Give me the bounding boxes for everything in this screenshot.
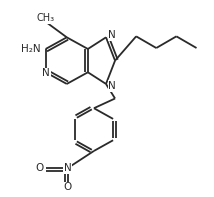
Text: N: N — [108, 30, 116, 40]
Text: N: N — [42, 68, 50, 78]
Text: N: N — [64, 163, 72, 173]
Text: O: O — [35, 163, 43, 173]
Text: O: O — [64, 182, 72, 192]
Text: H₂N: H₂N — [21, 44, 41, 54]
Text: N: N — [108, 81, 116, 91]
Text: CH₃: CH₃ — [37, 13, 55, 23]
